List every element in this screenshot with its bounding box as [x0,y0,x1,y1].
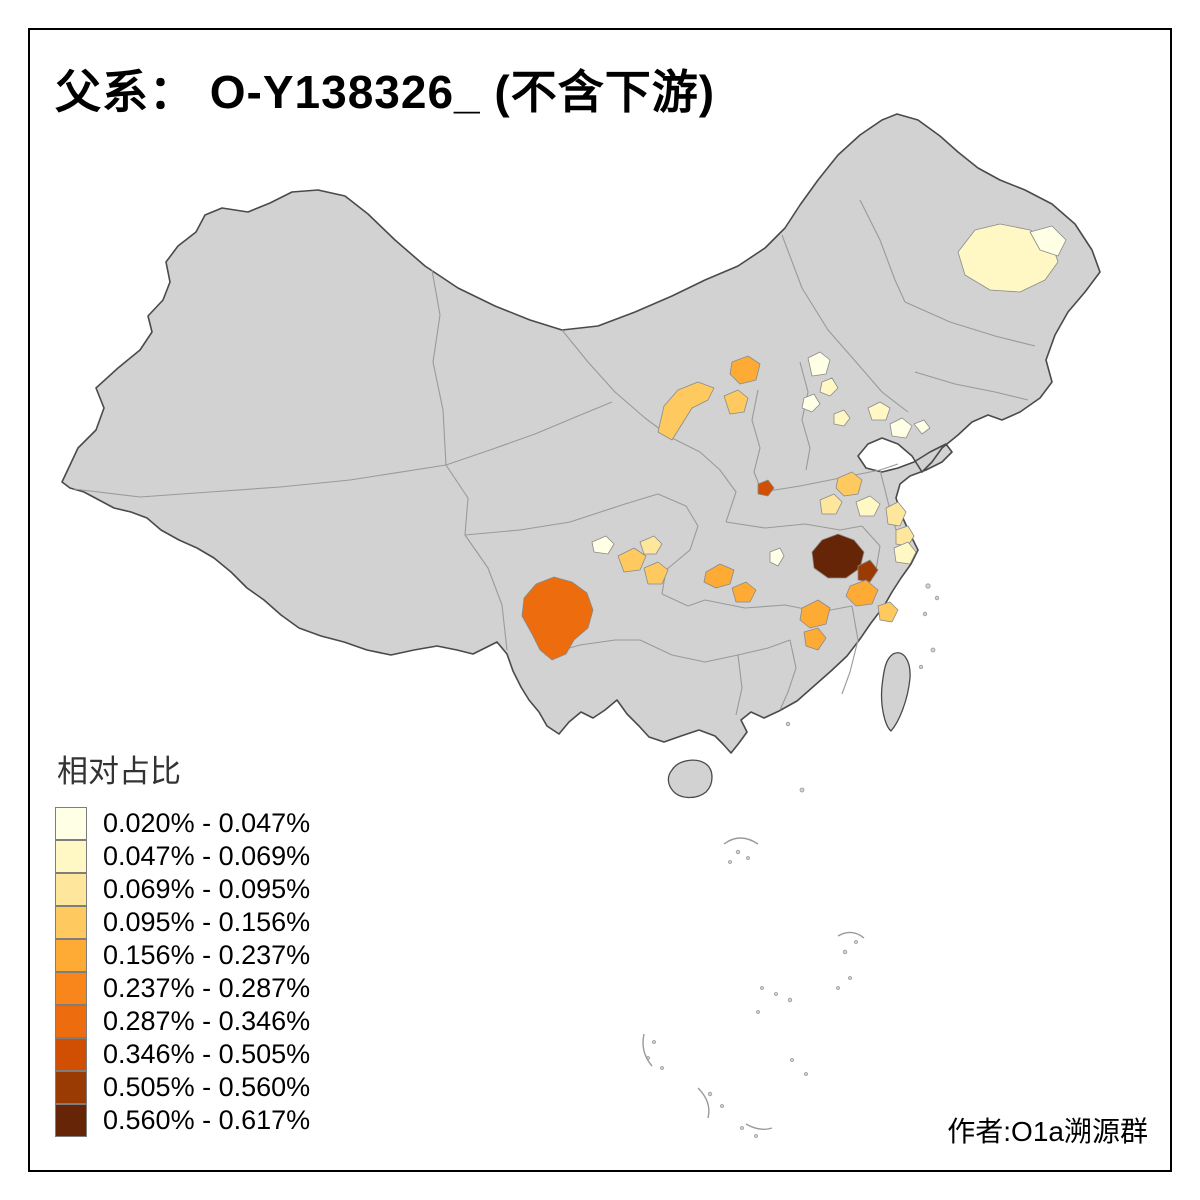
map-region [799,599,831,629]
legend-swatch [55,807,87,840]
legend-row: 0.020% - 0.047% [55,807,310,840]
legend-swatch [55,1005,87,1038]
legend-label: 0.505% - 0.560% [103,1072,311,1102]
page-title: 父系： O-Y138326_ (不含下游) [55,66,716,118]
legend-row: 0.095% - 0.156% [55,906,310,939]
legend-row: 0.505% - 0.560% [55,1071,310,1104]
author-credit: 作者:O1a溯源群 [947,1116,1148,1147]
south-china-sea-islands [642,583,940,1138]
legend-swatch [55,1104,87,1137]
map-region [885,501,907,527]
map-region [877,601,899,623]
legend-label: 0.020% - 0.047% [103,808,311,838]
legend-swatch [55,1071,87,1104]
map-region [657,381,715,441]
map-region [723,389,749,415]
legend-swatch [55,840,87,873]
map-region [521,576,594,661]
map-region [803,627,827,651]
map-region [811,533,865,579]
map-region [855,495,881,517]
plot-frame [28,28,1172,1172]
map-region [845,579,879,607]
map-region [889,417,913,439]
islands [667,652,911,799]
map-region [957,223,1059,293]
legend-items: 0.020% - 0.047% 0.047% - 0.069% 0.069% - 0… [55,807,310,1137]
map-region [819,377,839,397]
map-region [769,547,785,567]
legend-row: 0.560% - 0.617% [55,1104,310,1137]
hainan-island [667,759,713,799]
map-region [807,351,831,377]
map-region [731,581,757,603]
map-region [913,419,931,435]
map-region [867,401,891,421]
legend-label: 0.237% - 0.287% [103,973,311,1003]
legend-swatch [55,939,87,972]
map-region [801,393,821,413]
legend-row: 0.069% - 0.095% [55,873,310,906]
map-region [617,547,647,573]
map-region [857,559,879,583]
legend-swatch [55,972,87,1005]
legend-row: 0.346% - 0.505% [55,1038,310,1071]
legend-swatch [55,873,87,906]
map-region [893,541,917,565]
legend: 相对占比 0.020% - 0.047% 0.047% - 0.069% 0.069… [55,746,310,1137]
legend-label: 0.069% - 0.095% [103,874,311,904]
map-region [643,561,669,585]
map-region [639,535,663,555]
map-region [819,493,843,515]
legend-row: 0.287% - 0.346% [55,1005,310,1038]
legend-row: 0.047% - 0.069% [55,840,310,873]
map-region [757,479,775,497]
taiwan-island [880,652,911,732]
prefecture-regions [521,223,1067,661]
mainland-outline [61,113,1101,754]
legend-row: 0.237% - 0.287% [55,972,310,1005]
map-region [591,535,615,555]
map-region [895,525,915,547]
mainland [61,113,1101,754]
map-region [729,355,761,385]
legend-swatch [55,1038,87,1071]
legend-title: 相对占比 [57,754,181,789]
map-region [835,471,863,497]
legend-label: 0.047% - 0.069% [103,841,311,871]
map-region [703,563,735,589]
map-region [833,409,851,427]
map-region [1029,225,1067,257]
legend-label: 0.095% - 0.156% [103,907,311,937]
legend-row: 0.156% - 0.237% [55,939,310,972]
legend-label: 0.156% - 0.237% [103,940,311,970]
legend-label: 0.346% - 0.505% [103,1039,311,1069]
legend-label: 0.560% - 0.617% [103,1105,311,1135]
legend-label: 0.287% - 0.346% [103,1006,311,1036]
legend-swatch [55,906,87,939]
